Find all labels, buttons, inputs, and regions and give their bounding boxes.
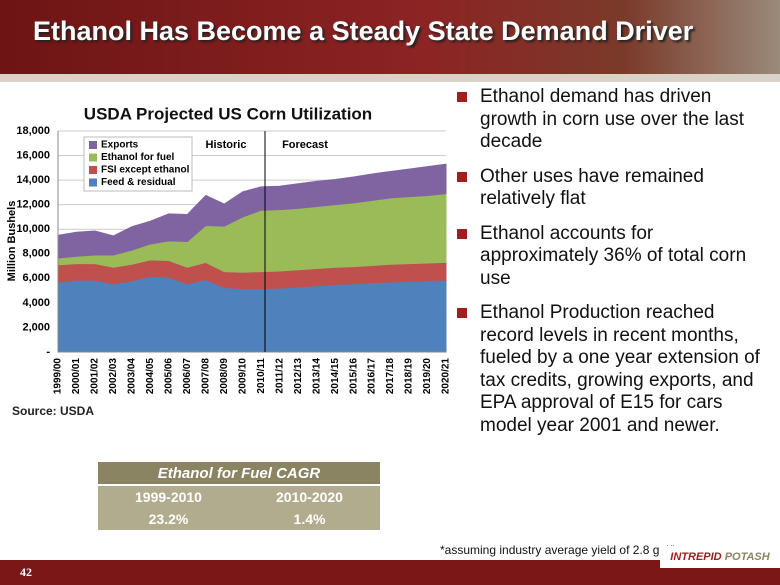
chart-title: USDA Projected US Corn Utilization [84,104,372,123]
x-tick-label: 2016/17 [367,358,378,395]
annotation: Forecast [282,139,328,151]
table-title: Ethanol for Fuel CAGR [98,462,380,486]
bullet-text: Other uses have remained relatively flat [480,165,704,210]
x-tick-label: 2015/16 [348,358,359,395]
legend-swatch [89,153,97,162]
footnote: *assuming industry average yield of 2.8 … [440,543,686,557]
x-tick-label: 2006/07 [182,358,193,395]
y-tick-label: - [46,346,50,358]
x-tick-label: 2011/12 [274,358,285,394]
cagr-table: Ethanol for Fuel CAGR 1999-2010 2010-2020… [98,462,380,530]
bullet-text: Ethanol demand has driven growth in corn… [480,86,745,152]
y-tick-label: 14,000 [16,174,50,186]
y-tick-label: 8,000 [22,248,50,260]
logo: INTREPID POTASH [660,546,780,568]
y-tick-label: 6,000 [22,272,50,284]
bullet-text: Ethanol accounts for approximately 36% o… [480,222,747,289]
footer-band [0,560,780,585]
x-tick-label: 2018/19 [404,358,415,395]
legend-label: Feed & residual [101,177,176,188]
legend-swatch [89,141,97,149]
table-cell: 2010-2020 [239,485,380,508]
y-tick-label: 10,000 [16,223,50,235]
y-axis-title: Million Bushels [6,201,18,282]
x-tick-label: 2003/04 [127,358,138,395]
bullet: Ethanol demand has driven growth in corn… [455,86,773,154]
area [57,163,447,259]
x-tick-label: 2017/18 [385,358,396,395]
y-tick-label: 12,000 [16,199,50,211]
legend-label: Ethanol for fuel [101,152,175,163]
x-tick-label: 2010/11 [256,358,267,394]
logo-text: INTREPID [670,551,722,563]
x-tick-label: 1999/00 [53,358,64,395]
legend-swatch [89,166,97,174]
source: Source: USDA [12,404,95,418]
bullet: Ethanol accounts for approximately 36% o… [455,223,773,291]
x-tick-label: 2019/20 [422,358,433,395]
bullet-list: Ethanol demand has driven growth in corn… [455,86,773,449]
x-tick-label: 2001/02 [90,358,101,395]
x-tick-label: 2013/14 [311,358,322,395]
y-tick-label: 4,000 [22,297,50,309]
header-rule [0,74,780,82]
legend-label: FSI except ethanol [101,165,190,176]
annotation: Historic [206,139,247,151]
x-tick-label: 2004/05 [145,358,156,395]
x-tick-label: 2008/09 [219,358,230,395]
legend-label: Exports [101,140,139,151]
x-tick-label: 2000/01 [71,358,82,395]
x-tick-label: 2007/08 [200,358,211,395]
y-tick-label: 2,000 [22,321,50,333]
legend-box [83,136,193,192]
bullet: Ethanol Production reached record levels… [455,302,773,437]
table-cell: 1999-2010 [98,485,239,508]
x-tick-label: 2020/21 [441,358,450,395]
chart: USDA Projected US Corn Utilization Millio… [6,104,450,395]
slide-title: Ethanol Has Become a Steady State Demand… [33,16,694,46]
x-tick-label: 2009/10 [237,358,248,395]
page-number: 42 [20,565,32,579]
x-tick-label: 2002/03 [108,358,119,395]
table-cell: 1.4% [239,508,380,530]
y-tick-label: 16,000 [16,149,50,161]
x-tick-label: 2005/06 [163,358,174,395]
logo-text: POTASH [724,551,770,563]
bullet: Other uses have remained relatively flat [455,166,773,211]
x-tick-label: 2014/15 [330,358,341,395]
bullet-text: Ethanol Production reached record levels… [480,302,760,436]
legend-swatch [89,178,97,187]
x-tick-label: 2012/13 [293,358,304,395]
y-tick-label: 18,000 [16,125,50,137]
header-band [0,0,780,74]
table-cell: 23.2% [98,508,239,530]
